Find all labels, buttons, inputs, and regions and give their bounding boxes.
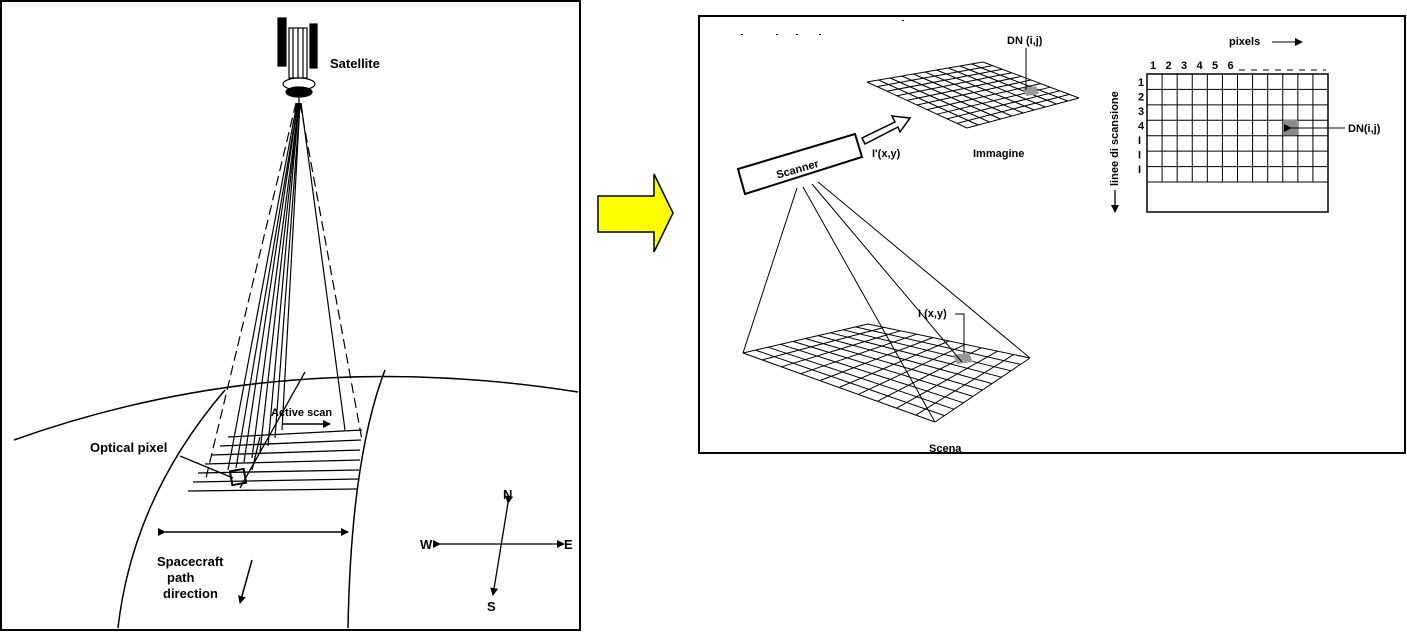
scene-coord-label: I (x,y) — [918, 308, 947, 320]
column-number: 4 — [1197, 60, 1204, 72]
row-number: 4 — [1138, 121, 1145, 133]
column-number: 2 — [1166, 60, 1172, 72]
stray-marks — [741, 20, 904, 35]
swath-left-edge — [117, 389, 226, 629]
grid-line — [966, 97, 1080, 129]
column-number: 3 — [1181, 60, 1187, 72]
pixel-matrix-grid — [1147, 74, 1328, 183]
satellite-label: Satellite — [330, 56, 380, 71]
compass-east: E — [564, 537, 573, 552]
pixels-label: pixels — [1229, 36, 1260, 48]
grid-line — [819, 337, 933, 382]
grid-line — [896, 72, 1012, 97]
grid-line — [934, 357, 1031, 423]
grid-line — [762, 326, 885, 361]
row-number: 1 — [1138, 77, 1144, 89]
row-number: I — [1138, 164, 1141, 176]
compass-west: W — [420, 537, 433, 552]
image-grid — [866, 61, 1080, 129]
grid-line — [956, 93, 1070, 124]
grid-line — [916, 79, 1032, 106]
column-number: 6 — [1228, 60, 1234, 72]
grid-line — [781, 330, 901, 368]
image-pixel-highlight — [1023, 86, 1039, 96]
row-number: 2 — [1138, 92, 1144, 104]
grid-line — [866, 61, 984, 83]
compass-south: S — [487, 599, 496, 614]
grid-line — [800, 333, 917, 375]
grid-line — [926, 83, 1041, 111]
grid-line — [742, 323, 869, 354]
scene-grid — [742, 323, 1031, 423]
scene-coord-pointer — [955, 313, 965, 354]
spacecraft-direction-arrow — [238, 559, 253, 604]
active-scan-label: Active scan — [271, 407, 332, 419]
grid-line — [906, 75, 1022, 101]
scanner-rays — [742, 181, 1031, 423]
row-number: 3 — [1138, 106, 1144, 118]
compass-rose: N S W E — [420, 487, 573, 614]
satellite-scan-figure: Satellite Active scan Optical pixel Spac… — [0, 0, 581, 631]
grid-line — [946, 90, 1060, 120]
left-panel-frame — [0, 0, 581, 631]
optical-pixel-label: Optical pixel — [90, 440, 167, 455]
spacecraft-label-line2: path — [167, 570, 195, 585]
grid-line — [915, 354, 1015, 416]
scene-pixel-highlight — [953, 353, 973, 364]
grid-line — [876, 65, 993, 88]
earth-horizon — [13, 375, 579, 441]
column-number: 5 — [1212, 60, 1218, 72]
immagine-label: Immagine — [973, 148, 1024, 160]
spacecraft-label-line1: Spacecraft — [157, 554, 224, 569]
viewing-rays — [205, 102, 363, 479]
row-number: I — [1138, 135, 1141, 147]
satellite-icon — [277, 17, 318, 104]
dn-right-label: DN(i,j) — [1348, 123, 1381, 135]
grid-line — [896, 350, 998, 409]
scanner-output-arrow — [860, 115, 912, 146]
image-coord-label: I'(x,y) — [872, 148, 901, 160]
grid-line — [886, 68, 1003, 92]
scena-label: Scena — [929, 443, 962, 455]
column-number: 1 — [1150, 60, 1156, 72]
dn-top-label: DN (i,j) — [1007, 35, 1043, 47]
grid-line — [838, 340, 950, 388]
optical-pixel-box — [228, 467, 248, 487]
linee-label: linee di scansione — [1109, 91, 1121, 186]
spacecraft-label-line3: direction — [163, 586, 218, 601]
scanner-box: Scanner — [736, 132, 864, 196]
optical-pixel-pointer — [179, 455, 234, 479]
scan-lines — [187, 371, 363, 492]
grid-line — [857, 343, 966, 395]
scanner-image-figure: Scanner DN (i,j) I'(x,y) Immagine I (x,y… — [698, 15, 1406, 455]
swath-right-edge — [347, 369, 386, 629]
transition-arrow — [597, 173, 674, 253]
compass-north: N — [503, 487, 512, 502]
row-number: I — [1138, 150, 1141, 162]
